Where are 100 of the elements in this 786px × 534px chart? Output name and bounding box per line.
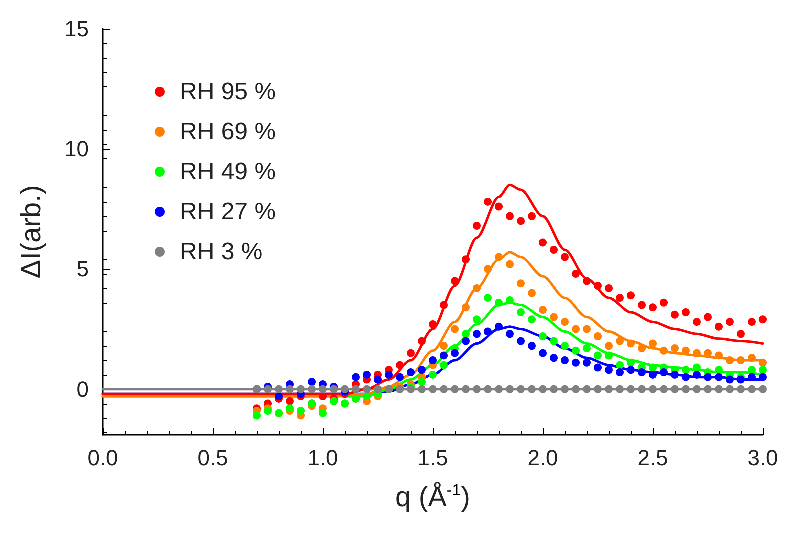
point xyxy=(649,304,657,312)
point xyxy=(429,385,437,394)
point xyxy=(638,385,646,394)
point xyxy=(715,352,723,360)
point xyxy=(440,342,448,350)
point xyxy=(473,284,481,292)
point xyxy=(528,385,536,394)
point xyxy=(748,318,756,326)
point xyxy=(473,316,481,324)
point xyxy=(451,349,459,358)
point xyxy=(495,385,503,394)
point xyxy=(715,373,723,382)
point xyxy=(726,356,734,365)
point xyxy=(737,376,745,384)
point xyxy=(594,352,602,360)
point xyxy=(407,385,415,394)
point xyxy=(759,366,767,374)
point xyxy=(726,385,734,394)
point xyxy=(484,294,492,302)
point xyxy=(517,308,525,316)
point xyxy=(363,370,371,379)
point xyxy=(737,385,745,394)
point xyxy=(308,385,316,394)
point xyxy=(594,385,602,394)
point xyxy=(594,282,602,290)
point xyxy=(363,392,371,401)
point xyxy=(638,344,646,353)
point xyxy=(374,376,382,384)
point xyxy=(506,260,514,268)
point xyxy=(671,385,679,394)
point xyxy=(671,310,679,319)
point xyxy=(572,385,580,394)
point xyxy=(616,368,624,377)
point xyxy=(649,364,657,372)
point xyxy=(605,352,613,360)
point xyxy=(748,385,756,394)
point xyxy=(583,344,591,353)
point xyxy=(693,318,701,326)
point xyxy=(693,370,701,379)
point xyxy=(671,370,679,379)
point xyxy=(528,289,536,298)
x-tick-label: 3.0 xyxy=(748,446,778,470)
point xyxy=(495,202,503,211)
x-tick-label: 1.0 xyxy=(308,446,338,470)
point xyxy=(297,385,305,394)
legend-label: RH 27 % xyxy=(180,198,276,226)
point xyxy=(605,284,613,292)
point xyxy=(561,356,569,365)
point xyxy=(737,330,745,338)
point xyxy=(473,330,481,338)
point xyxy=(660,368,668,377)
point xyxy=(682,346,690,355)
point xyxy=(649,385,657,394)
y-axis-title: ΔI(arb.) xyxy=(16,185,46,279)
point xyxy=(759,316,767,324)
y-tick-label: 0 xyxy=(76,376,89,402)
point xyxy=(748,354,756,362)
point xyxy=(627,358,635,367)
point xyxy=(462,256,470,264)
point xyxy=(704,349,712,358)
point xyxy=(561,253,569,262)
point xyxy=(253,412,261,420)
point xyxy=(693,385,701,394)
x-tick-label: 0.5 xyxy=(198,446,228,470)
point xyxy=(682,366,690,374)
point xyxy=(462,304,470,312)
point xyxy=(649,340,657,348)
point xyxy=(759,373,767,382)
point xyxy=(440,301,448,310)
point xyxy=(319,385,327,394)
point xyxy=(550,385,558,394)
point xyxy=(605,366,613,374)
y-tick-label: 5 xyxy=(76,256,89,282)
point xyxy=(297,406,305,415)
point xyxy=(484,385,492,394)
point xyxy=(308,378,316,386)
point xyxy=(550,337,558,346)
point xyxy=(440,385,448,394)
point xyxy=(627,385,635,394)
legend-label: RH 3 % xyxy=(180,238,263,266)
point xyxy=(330,385,338,394)
point xyxy=(572,358,580,367)
point xyxy=(451,325,459,334)
point xyxy=(583,385,591,394)
point xyxy=(319,409,327,418)
point xyxy=(627,366,635,374)
legend-label: RH 95 % xyxy=(180,78,276,106)
point xyxy=(473,385,481,394)
point xyxy=(704,313,712,322)
point xyxy=(484,198,492,206)
point xyxy=(605,385,613,394)
point xyxy=(352,385,360,394)
point xyxy=(605,342,613,350)
point xyxy=(396,373,404,382)
point xyxy=(638,368,646,377)
point xyxy=(484,328,492,336)
point xyxy=(682,373,690,382)
y-tick-label: 15 xyxy=(64,16,89,42)
point xyxy=(473,222,481,230)
legend-label: RH 49 % xyxy=(180,158,276,186)
